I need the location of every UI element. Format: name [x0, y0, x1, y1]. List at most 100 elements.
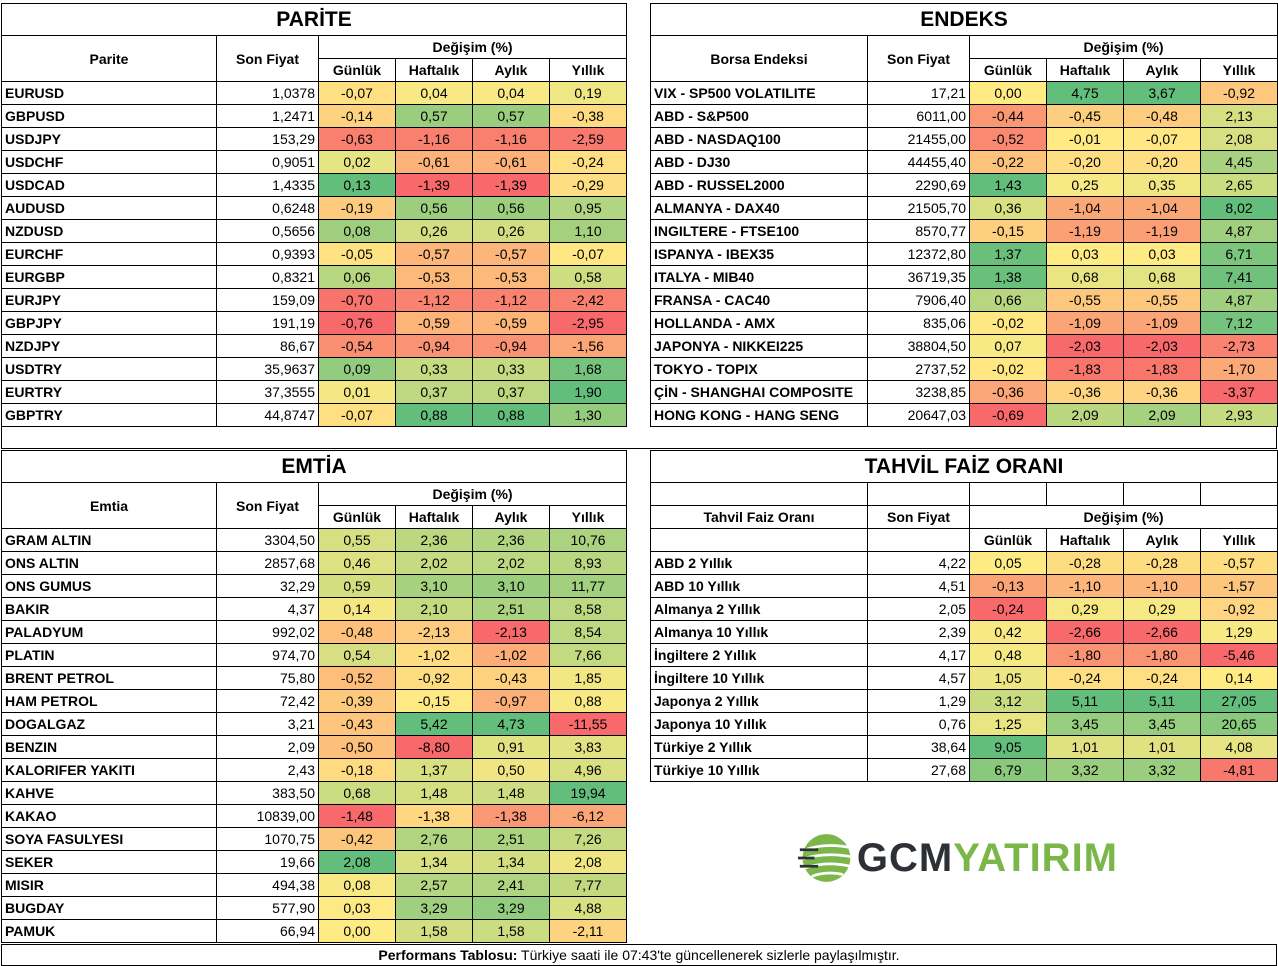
parite-row-name: EURJPY — [1, 288, 217, 312]
emtia-row: BUGDAY 577,90 0,03 3,29 3,29 4,88 — [1, 896, 628, 920]
emtia-row-change-monthly: -0,97 — [472, 689, 550, 713]
emtia-period-monthly: Aylık — [472, 505, 550, 529]
parite-row-name: EURGBP — [1, 265, 217, 289]
emtia-row: KALORIFER YAKITI 2,43 -0,18 1,37 0,50 4,96 — [1, 758, 628, 782]
tahvil-empty-cell — [1046, 482, 1124, 506]
parite-row-name: GBPUSD — [1, 104, 217, 128]
emtia-row-change-weekly: 2,02 — [395, 551, 473, 575]
emtia-row: DOGALGAZ 3,21 -0,43 5,42 4,73 -11,55 — [1, 712, 628, 736]
parite-row-change-weekly: 0,04 — [395, 81, 473, 105]
endeks-row: JAPONYA - NIKKEI225 38804,50 0,07 -2,03 -2,0… — [650, 334, 1278, 358]
parite-row-price: 191,19 — [216, 311, 319, 335]
emtia-row: HAM PETROL 72,42 -0,39 -0,15 -0,97 0,88 — [1, 689, 628, 713]
parite-row-price: 1,4335 — [216, 173, 319, 197]
tahvil-row-change-monthly: 3,32 — [1123, 758, 1201, 782]
parite-row-change-monthly: -0,59 — [472, 311, 550, 335]
tahvil-row-change-daily: 3,12 — [969, 689, 1047, 713]
emtia-row-change-weekly: 2,10 — [395, 597, 473, 621]
emtia-row-name: KAHVE — [1, 781, 217, 805]
tahvil-row-change-weekly: 3,45 — [1046, 712, 1124, 736]
endeks-row: TOKYO - TOPIX 2737,52 -0,02 -1,83 -1,83 -1,70 — [650, 357, 1278, 381]
endeks-row-price: 835,06 — [867, 311, 970, 335]
parite-row-name: NZDJPY — [1, 334, 217, 358]
endeks-row-change-weekly: 2,09 — [1046, 403, 1124, 427]
endeks-row-change-monthly: 0,35 — [1123, 173, 1201, 197]
endeks-row-change-yearly: -2,73 — [1199, 334, 1278, 358]
parite-row-price: 0,6248 — [216, 196, 319, 220]
emtia-row-price: 66,94 — [216, 919, 319, 943]
tahvil-row: Japonya 2 Yıllık 1,29 3,12 5,11 5,11 27,05 — [650, 689, 1278, 713]
emtia-row-change-monthly: 2,41 — [472, 873, 550, 897]
parite-row-change-daily: -0,07 — [318, 81, 396, 105]
emtia-row-change-monthly: 2,02 — [472, 551, 550, 575]
emtia-row-change-weekly: 1,37 — [395, 758, 473, 782]
parite-row-change-yearly: -0,38 — [548, 104, 628, 128]
endeks-row-name: HOLLANDA - AMX — [650, 311, 868, 335]
emtia-row-name: PLATIN — [1, 643, 217, 667]
emtia-row: KAKAO 10839,00 -1,48 -1,38 -1,38 -6,12 — [1, 804, 628, 828]
endeks-row-change-yearly: -0,92 — [1199, 81, 1278, 105]
parite-row: USDTRY 35,9637 0,09 0,33 0,33 1,68 — [1, 357, 628, 381]
parite-row: GBPJPY 191,19 -0,76 -0,59 -0,59 -2,95 — [1, 311, 628, 335]
tahvil-row: Almanya 2 Yıllık 2,05 -0,24 0,29 0,29 -0,92 — [650, 597, 1278, 621]
emtia-row-change-weekly: -2,13 — [395, 620, 473, 644]
parite-row: NZDJPY 86,67 -0,54 -0,94 -0,94 -1,56 — [1, 334, 628, 358]
parite-row-change-weekly: -1,12 — [395, 288, 473, 312]
emtia-row-change-yearly: 2,08 — [548, 850, 628, 874]
emtia-row-change-weekly: 1,48 — [395, 781, 473, 805]
emtia-row-change-monthly: 3,29 — [472, 896, 550, 920]
emtia-row-change-monthly: 2,36 — [472, 528, 550, 552]
emtia-row-change-weekly: -0,92 — [395, 666, 473, 690]
tahvil-row-change-monthly: -2,66 — [1123, 620, 1201, 644]
endeks-row-change-weekly: -1,83 — [1046, 357, 1124, 381]
endeks-row-name: ABD - NASDAQ100 — [650, 127, 868, 151]
tahvil-row-change-weekly: -1,10 — [1046, 574, 1124, 598]
parite-row-change-yearly: -0,29 — [548, 173, 628, 197]
parite-row-change-monthly: 0,37 — [472, 380, 550, 404]
tahvil-row-change-weekly: -0,28 — [1046, 551, 1124, 575]
tahvil-empty-cell — [867, 482, 970, 506]
emtia-row-change-yearly: 10,76 — [548, 528, 628, 552]
endeks-row-change-weekly: -2,03 — [1046, 334, 1124, 358]
parite-title: PARİTE — [0, 3, 628, 36]
parite-row-change-daily: -0,19 — [318, 196, 396, 220]
emtia-row-change-yearly: 8,58 — [548, 597, 628, 621]
endeks-row: ALMANYA - DAX40 21505,70 0,36 -1,04 -1,04 8,0… — [650, 196, 1278, 220]
tahvil-empty-cell — [650, 528, 868, 552]
endeks-row-change-daily: -0,02 — [969, 357, 1047, 381]
emtia-row: ONS GUMUS 32,29 0,59 3,10 3,10 11,77 — [1, 574, 628, 598]
emtia-row-change-daily: -0,42 — [318, 827, 396, 851]
parite-row-change-monthly: 0,88 — [472, 403, 550, 427]
tahvil-row: ABD 10 Yıllık 4,51 -0,13 -1,10 -1,10 -1,57 — [650, 574, 1278, 598]
emtia-row-change-daily: -0,43 — [318, 712, 396, 736]
emtia-row-price: 383,50 — [216, 781, 319, 805]
emtia-row-price: 19,66 — [216, 850, 319, 874]
emtia-row-price: 974,70 — [216, 643, 319, 667]
tahvil-row: Japonya 10 Yıllık 0,76 1,25 3,45 3,45 20,65 — [650, 712, 1278, 736]
tahvil-row: ABD 2 Yıllık 4,22 0,05 -0,28 -0,28 -0,57 — [650, 551, 1278, 575]
parite-row-price: 0,5656 — [216, 219, 319, 243]
tahvil-row-change-daily: 0,48 — [969, 643, 1047, 667]
emtia-row-change-yearly: 11,77 — [548, 574, 628, 598]
tahvil-row-change-weekly: 0,29 — [1046, 597, 1124, 621]
parite-row-change-yearly: -2,95 — [548, 311, 628, 335]
emtia-row-price: 577,90 — [216, 896, 319, 920]
endeks-row-change-monthly: 0,03 — [1123, 242, 1201, 266]
endeks-col-price: Son Fiyat — [867, 35, 970, 82]
emtia-row-change-daily: -1,48 — [318, 804, 396, 828]
tahvil-row-change-weekly: -0,24 — [1046, 666, 1124, 690]
emtia-row-change-weekly: 3,29 — [395, 896, 473, 920]
endeks-row-name: ITALYA - MIB40 — [650, 265, 868, 289]
emtia-row-change-monthly: 0,91 — [472, 735, 550, 759]
parite-row-name: EURUSD — [1, 81, 217, 105]
emtia-row: BRENT PETROL 75,80 -0,52 -0,92 -0,43 1,85 — [1, 666, 628, 690]
emtia-row-name: KALORIFER YAKITI — [1, 758, 217, 782]
emtia-table: EMTİA Emtia Son Fiyat Değişim (%) Günlük… — [0, 450, 628, 943]
tahvil-table: TAHVİL FAİZ ORANI Tahvil Faiz Oranı Son … — [649, 450, 1278, 782]
endeks-row-change-yearly: 2,65 — [1199, 173, 1278, 197]
parite-row-change-daily: 0,13 — [318, 173, 396, 197]
tahvil-row-change-weekly: 1,01 — [1046, 735, 1124, 759]
emtia-row-price: 1070,75 — [216, 827, 319, 851]
endeks-row-change-monthly: -2,03 — [1123, 334, 1201, 358]
endeks-row: ABD - RUSSEL2000 2290,69 1,43 0,25 0,35 2,65 — [650, 173, 1278, 197]
